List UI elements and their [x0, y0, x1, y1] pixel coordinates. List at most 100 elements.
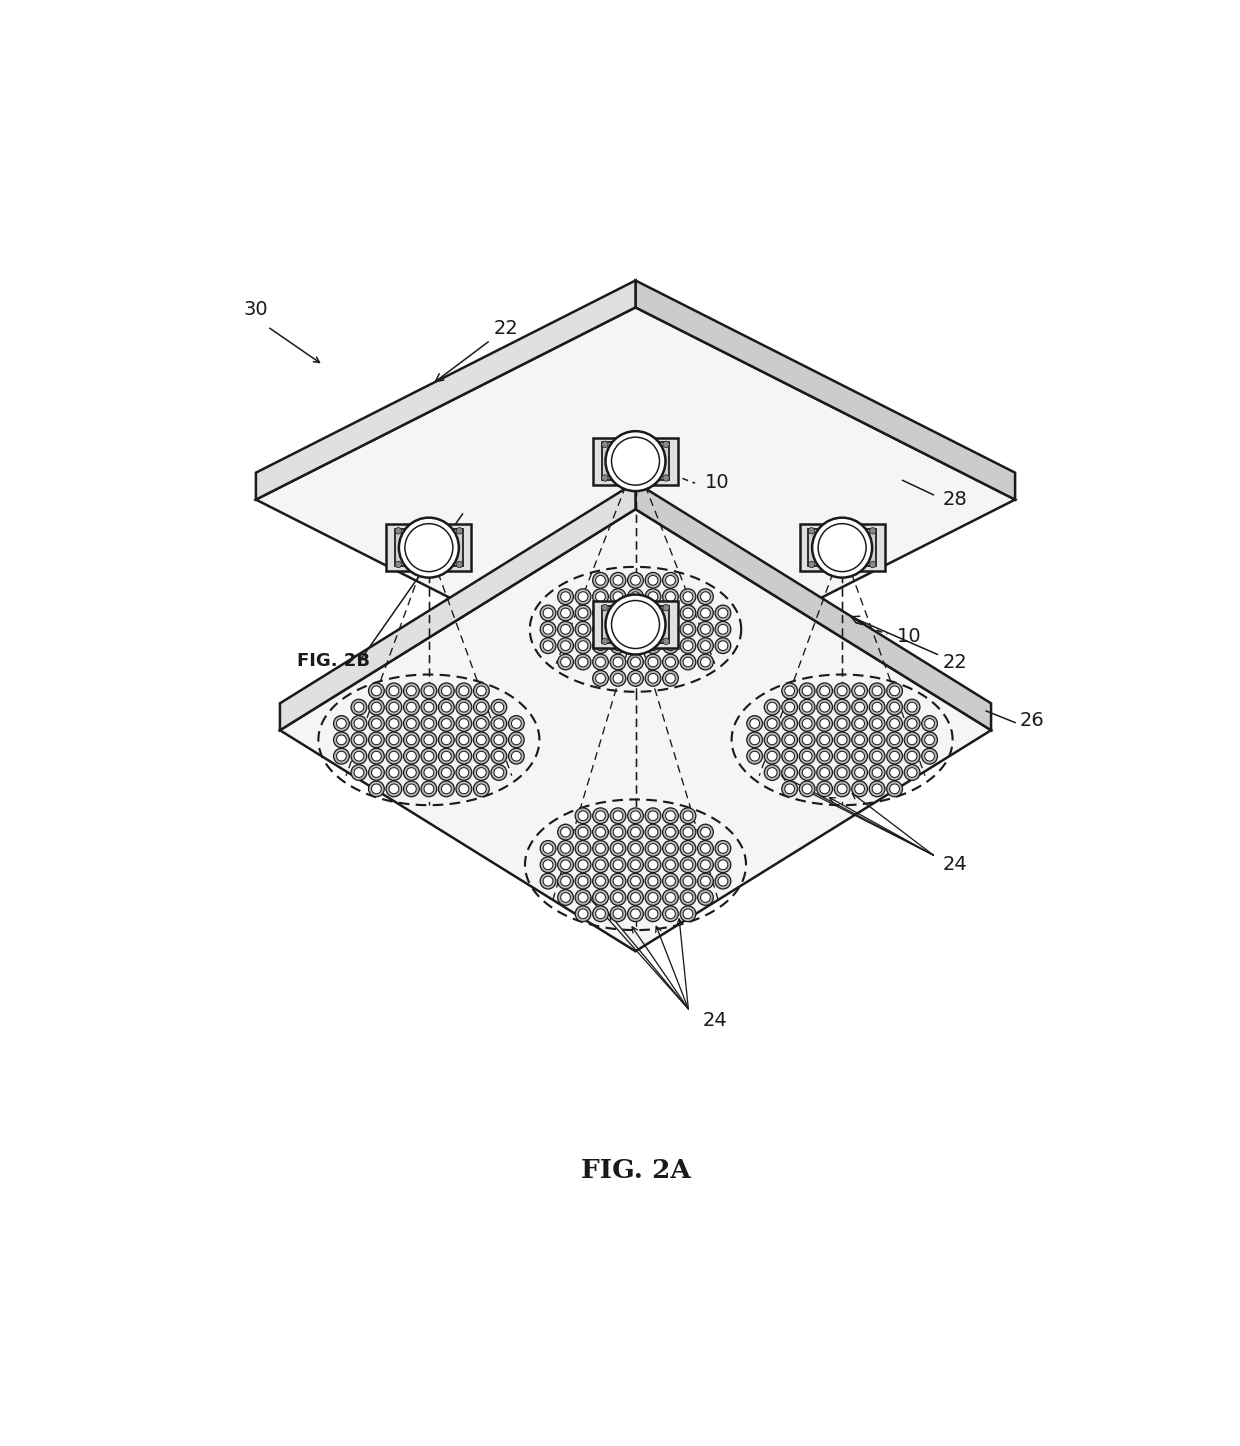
Circle shape — [698, 604, 713, 620]
Polygon shape — [635, 281, 1016, 499]
Circle shape — [889, 719, 899, 729]
Circle shape — [368, 700, 384, 714]
Text: 26: 26 — [1019, 711, 1044, 730]
Circle shape — [476, 735, 486, 745]
Circle shape — [908, 719, 916, 729]
Polygon shape — [387, 525, 471, 571]
Circle shape — [698, 889, 713, 905]
Circle shape — [424, 784, 434, 794]
Circle shape — [476, 784, 486, 794]
Circle shape — [800, 748, 815, 763]
Circle shape — [494, 703, 503, 711]
Circle shape — [560, 609, 570, 617]
Circle shape — [627, 873, 644, 889]
Circle shape — [925, 752, 935, 761]
Circle shape — [701, 843, 711, 853]
Circle shape — [680, 857, 696, 872]
Circle shape — [921, 732, 937, 748]
Circle shape — [405, 523, 453, 571]
Circle shape — [645, 824, 661, 840]
Circle shape — [575, 808, 591, 824]
Circle shape — [456, 561, 463, 568]
Circle shape — [835, 781, 849, 797]
Circle shape — [698, 873, 713, 889]
Circle shape — [613, 641, 622, 651]
Circle shape — [666, 827, 676, 837]
Circle shape — [649, 892, 658, 902]
Circle shape — [785, 719, 795, 729]
Circle shape — [817, 781, 832, 797]
Circle shape — [627, 857, 644, 872]
Circle shape — [645, 905, 661, 921]
Circle shape — [645, 808, 661, 824]
Circle shape — [666, 656, 676, 667]
Circle shape — [680, 622, 696, 638]
Circle shape — [887, 683, 903, 698]
Circle shape — [456, 528, 463, 534]
Circle shape — [334, 732, 350, 748]
Circle shape — [543, 609, 553, 617]
Circle shape — [439, 683, 454, 698]
Circle shape — [593, 905, 609, 921]
Circle shape — [593, 873, 609, 889]
Circle shape — [593, 889, 609, 905]
Circle shape — [768, 735, 777, 745]
Circle shape — [396, 528, 402, 534]
Circle shape — [666, 576, 676, 586]
Circle shape — [666, 860, 676, 869]
Circle shape — [887, 748, 903, 763]
Circle shape — [627, 654, 644, 669]
Circle shape — [662, 638, 678, 654]
Circle shape — [802, 735, 812, 745]
Circle shape — [680, 840, 696, 856]
Circle shape — [627, 604, 644, 620]
Circle shape — [578, 827, 588, 837]
Circle shape — [802, 752, 812, 761]
Circle shape — [575, 654, 591, 669]
Circle shape — [386, 781, 402, 797]
Circle shape — [403, 781, 419, 797]
Circle shape — [491, 765, 507, 781]
Circle shape — [854, 703, 864, 711]
Circle shape — [683, 876, 693, 886]
Circle shape — [578, 641, 588, 651]
Circle shape — [474, 700, 490, 714]
Circle shape — [768, 752, 777, 761]
Circle shape — [887, 781, 903, 797]
Circle shape — [424, 752, 434, 761]
Circle shape — [854, 685, 864, 696]
Circle shape — [389, 752, 399, 761]
Circle shape — [663, 604, 670, 612]
Circle shape — [476, 719, 486, 729]
Circle shape — [649, 609, 658, 617]
Circle shape — [649, 641, 658, 651]
Circle shape — [872, 703, 882, 711]
Circle shape — [441, 735, 451, 745]
Circle shape — [645, 604, 661, 620]
Circle shape — [541, 604, 556, 620]
Circle shape — [925, 735, 935, 745]
Circle shape — [645, 638, 661, 654]
Circle shape — [575, 873, 591, 889]
Text: 10: 10 — [897, 626, 921, 645]
Circle shape — [854, 768, 864, 778]
Circle shape — [662, 671, 678, 687]
Circle shape — [372, 768, 382, 778]
Circle shape — [578, 860, 588, 869]
Circle shape — [764, 765, 780, 781]
Text: 30: 30 — [243, 299, 268, 318]
Circle shape — [680, 808, 696, 824]
Circle shape — [666, 641, 676, 651]
Circle shape — [889, 768, 899, 778]
Circle shape — [386, 716, 402, 732]
Circle shape — [662, 654, 678, 669]
Circle shape — [854, 735, 864, 745]
Circle shape — [718, 641, 728, 651]
Circle shape — [764, 700, 780, 714]
Circle shape — [662, 905, 678, 921]
Circle shape — [781, 700, 797, 714]
Circle shape — [560, 892, 570, 902]
Circle shape — [439, 781, 454, 797]
Circle shape — [631, 892, 640, 902]
Circle shape — [613, 591, 622, 602]
